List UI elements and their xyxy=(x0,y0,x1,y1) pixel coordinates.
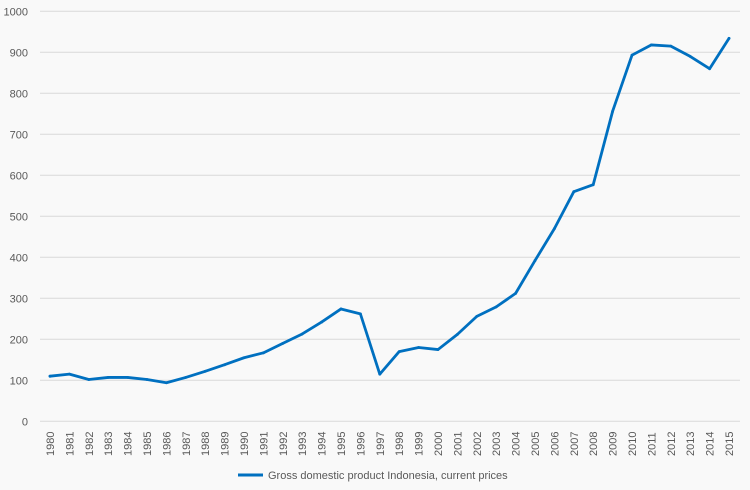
data-point xyxy=(126,376,129,379)
data-point xyxy=(688,55,692,58)
data-point xyxy=(397,350,401,353)
data-point xyxy=(359,312,362,316)
data-point xyxy=(630,53,634,57)
x-tick-label: 2010 xyxy=(627,432,639,456)
x-tick-label: 1982 xyxy=(84,432,96,456)
data-point xyxy=(650,43,653,47)
data-point xyxy=(553,227,556,231)
x-tick-label: 2014 xyxy=(705,432,717,456)
x-tick-label: 1999 xyxy=(414,432,426,456)
x-tick-label: 1985 xyxy=(142,432,154,456)
series-layer xyxy=(48,36,731,385)
data-point xyxy=(378,372,382,376)
data-point xyxy=(436,348,440,351)
y-axis-ticks: 0 100 200 300 400 500 600 700 800 900 1000 xyxy=(4,6,28,428)
data-point xyxy=(184,376,188,379)
x-tick-label: 1989 xyxy=(220,432,232,456)
data-point xyxy=(203,369,207,373)
data-point xyxy=(727,36,731,40)
data-point xyxy=(572,190,576,194)
y-tick-label: 600 xyxy=(10,170,28,182)
x-tick-label: 2006 xyxy=(549,432,561,456)
data-point xyxy=(68,372,71,376)
x-tick-label: 1996 xyxy=(355,432,367,456)
x-tick-label: 2013 xyxy=(685,432,697,456)
x-tick-label: 1983 xyxy=(103,432,115,456)
y-tick-label: 300 xyxy=(10,293,28,305)
x-tick-label: 2015 xyxy=(724,432,736,456)
data-point xyxy=(300,332,304,336)
x-tick-label: 2000 xyxy=(433,432,445,456)
x-tick-label: 2011 xyxy=(646,432,658,456)
x-tick-label: 2007 xyxy=(569,432,581,456)
x-tick-label: 1987 xyxy=(181,432,193,456)
series-line xyxy=(48,36,731,385)
x-tick-label: 2004 xyxy=(511,432,523,456)
data-point xyxy=(611,109,614,113)
x-tick-label: 1997 xyxy=(375,432,387,456)
x-tick-label: 1990 xyxy=(239,432,251,456)
y-tick-label: 500 xyxy=(10,211,28,223)
legend: Gross domestic product Indonesia, curren… xyxy=(238,470,508,482)
data-point xyxy=(514,291,517,295)
x-axis-ticks: 1980 1981 1982 1983 1984 1985 1986 1987 1988 1989… xyxy=(45,432,736,456)
data-point xyxy=(145,378,149,381)
data-point xyxy=(48,374,52,378)
data-point xyxy=(320,320,323,324)
x-tick-label: 1992 xyxy=(278,432,290,456)
x-tick-label: 2003 xyxy=(491,432,503,456)
data-point xyxy=(339,307,343,311)
x-tick-label: 1980 xyxy=(45,432,57,456)
y-tick-label: 200 xyxy=(10,334,28,346)
data-point xyxy=(106,376,110,379)
data-point xyxy=(494,305,498,309)
y-tick-label: 100 xyxy=(10,375,28,387)
data-point xyxy=(708,67,711,71)
x-tick-label: 1981 xyxy=(64,432,76,456)
data-point xyxy=(591,183,595,187)
y-tick-label: 800 xyxy=(10,88,28,100)
data-point xyxy=(262,351,265,355)
y-tick-label: 1000 xyxy=(4,6,28,18)
x-tick-label: 2002 xyxy=(472,432,484,456)
y-tick-label: 400 xyxy=(10,252,28,264)
data-point xyxy=(475,314,479,318)
gridlines xyxy=(40,10,740,422)
x-tick-label: 1994 xyxy=(317,432,329,456)
data-point xyxy=(281,342,285,345)
y-tick-label: 0 xyxy=(22,416,28,428)
data-point xyxy=(223,363,227,367)
x-tick-label: 1986 xyxy=(161,432,173,456)
x-tick-label: 1988 xyxy=(200,432,212,456)
x-tick-label: 2008 xyxy=(588,432,600,456)
x-tick-label: 1984 xyxy=(123,432,135,456)
x-tick-label: 1995 xyxy=(336,432,348,456)
data-point xyxy=(87,378,91,381)
x-tick-label: 1991 xyxy=(258,432,270,456)
x-tick-label: 2012 xyxy=(666,432,678,456)
x-tick-label: 1993 xyxy=(297,432,309,456)
data-point xyxy=(417,346,420,349)
data-point xyxy=(242,356,246,360)
x-tick-label: 2009 xyxy=(608,432,620,456)
data-point xyxy=(456,332,459,336)
x-tick-label: 1998 xyxy=(394,432,406,456)
x-tick-label: 2001 xyxy=(452,432,464,456)
y-tick-label: 900 xyxy=(10,47,28,59)
data-point xyxy=(165,381,168,385)
data-point xyxy=(533,259,537,262)
legend-label: Gross domestic product Indonesia, curren… xyxy=(268,470,508,482)
data-point xyxy=(669,44,673,48)
y-tick-label: 700 xyxy=(10,129,28,141)
x-tick-label: 2005 xyxy=(530,432,542,456)
